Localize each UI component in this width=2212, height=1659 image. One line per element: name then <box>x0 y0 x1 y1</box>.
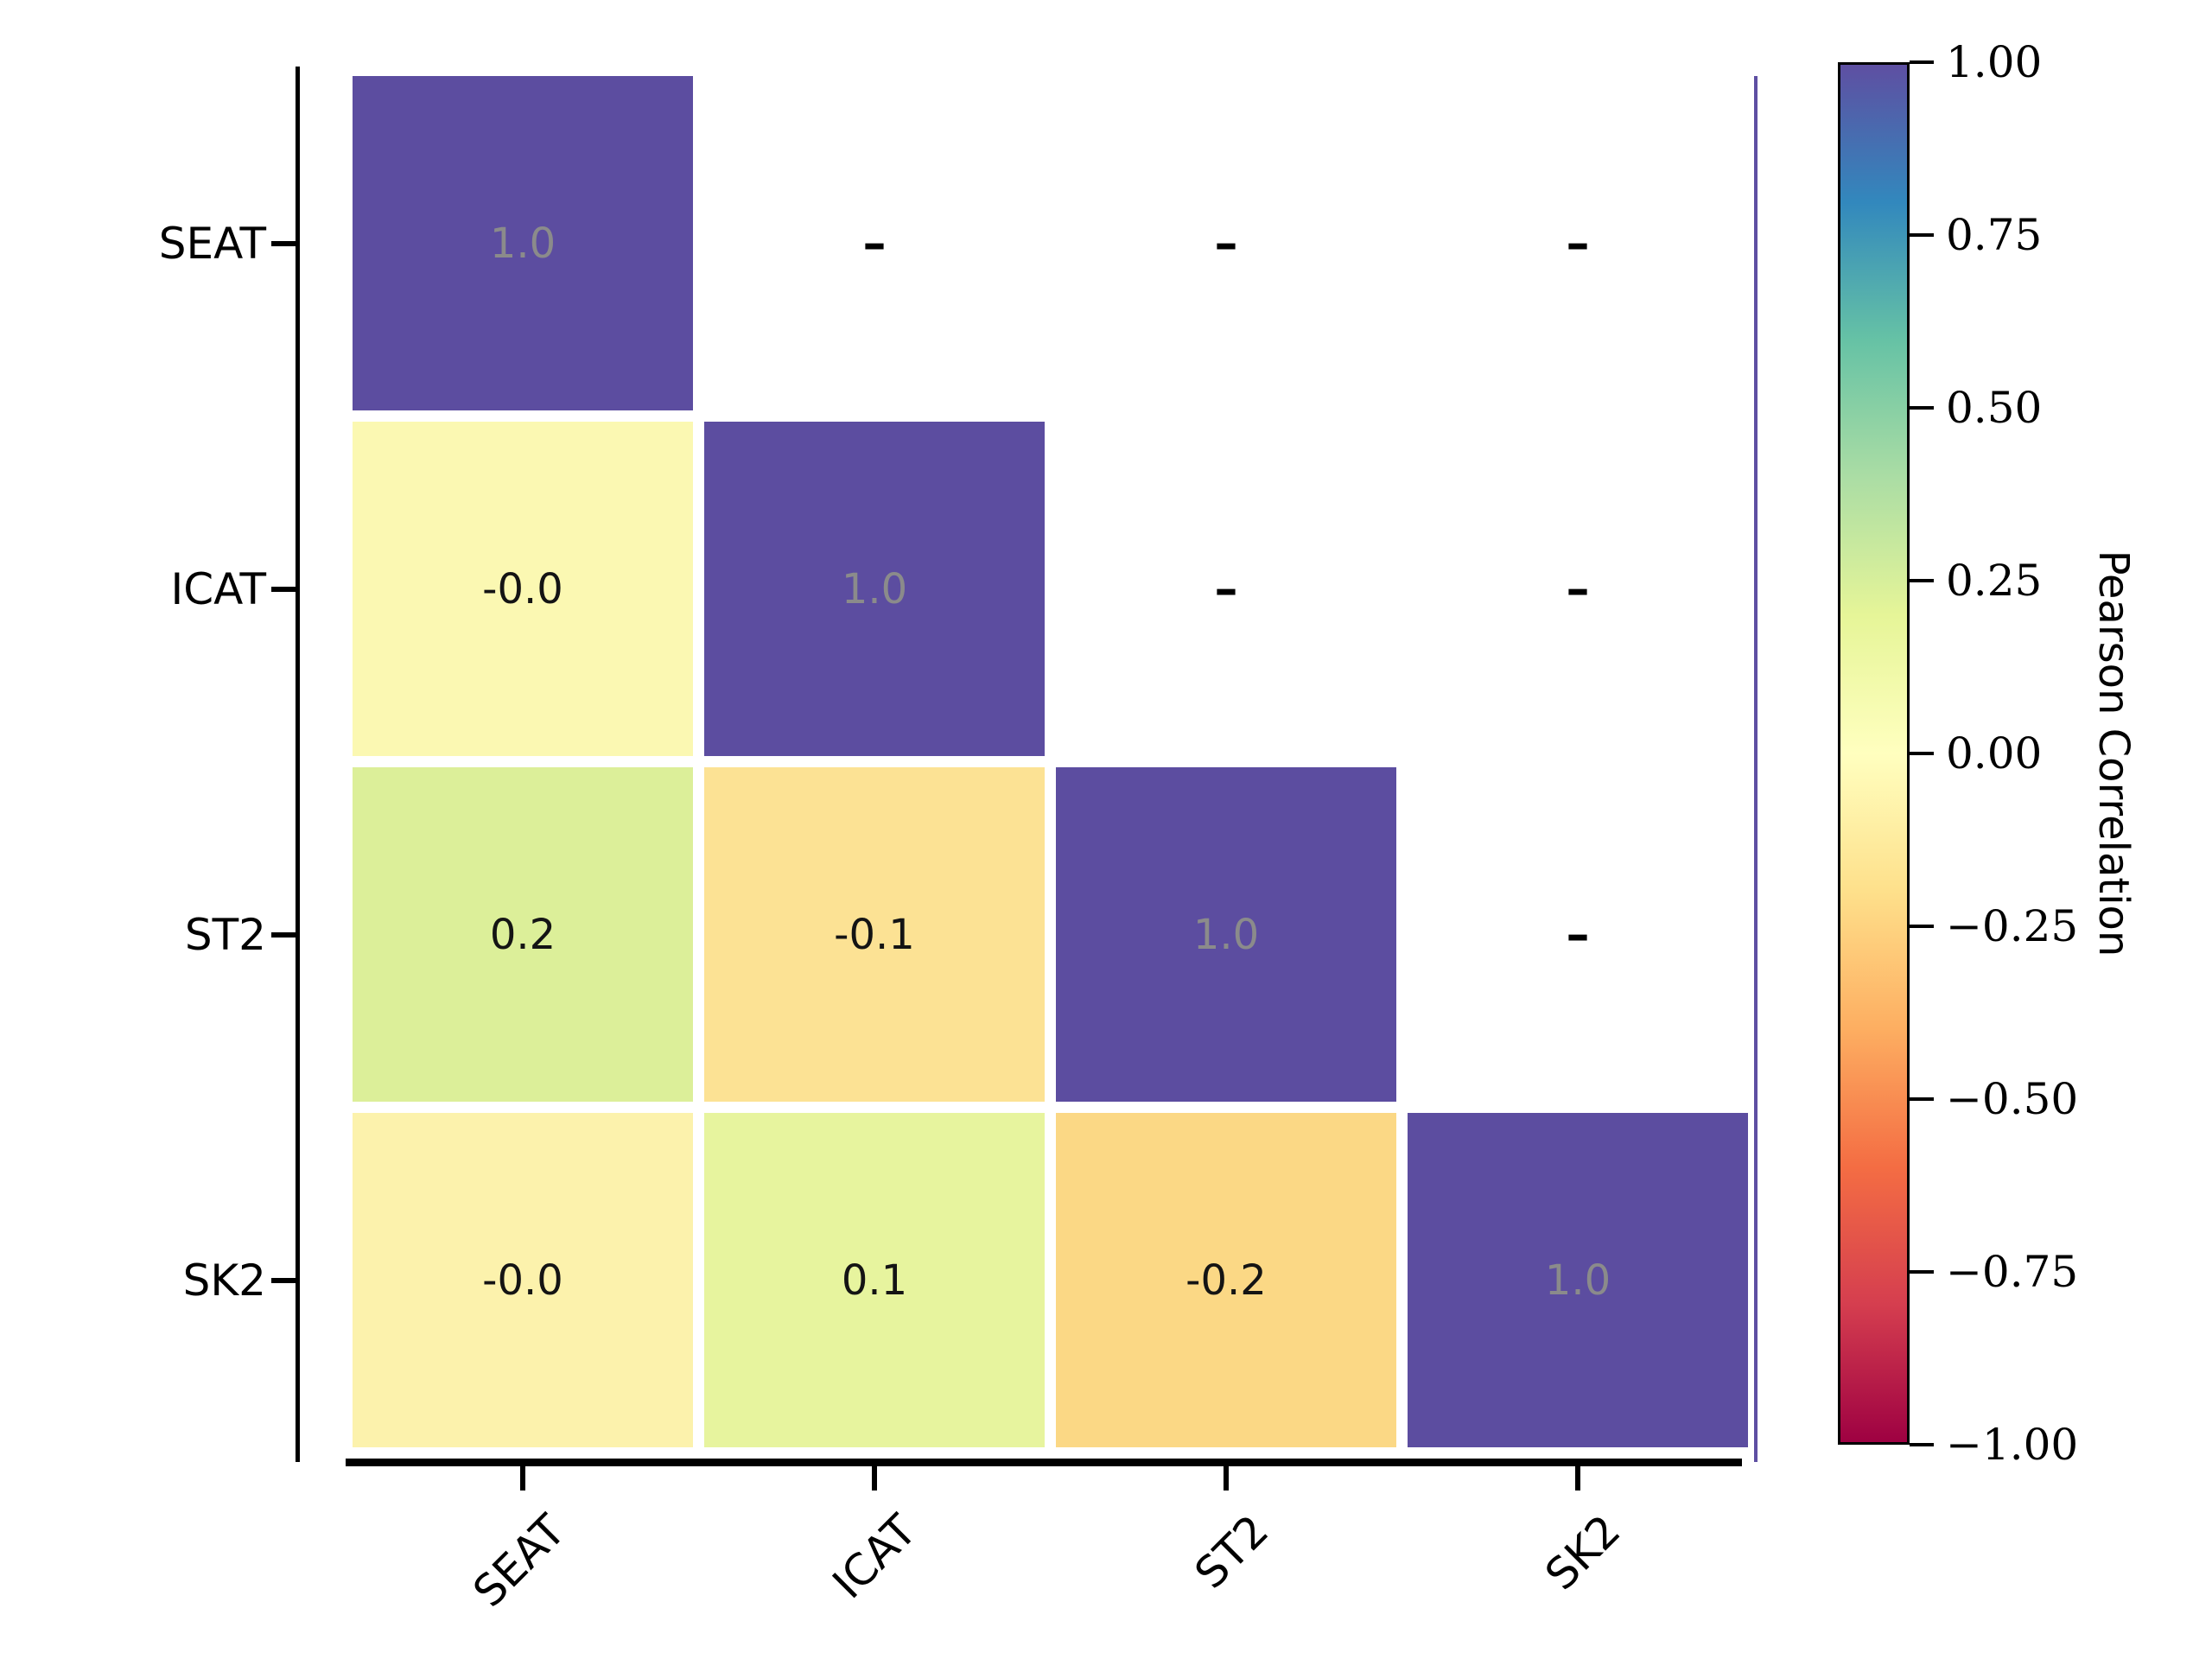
y-tick <box>271 1277 296 1283</box>
heatmap-cell: 0.1 <box>704 1113 1045 1447</box>
colorbar-tick-label: 0.25 <box>1946 556 2043 606</box>
x-axis-label: ST2 <box>1185 1505 1279 1599</box>
colorbar-tick-label: −0.50 <box>1946 1074 2079 1124</box>
colorbar-tick-label: 0.75 <box>1946 210 2043 260</box>
colorbar-tick <box>1910 1443 1934 1446</box>
y-axis-label: ICAT <box>170 563 266 614</box>
cell-value: 1.0 <box>841 564 908 613</box>
x-tick <box>1224 1466 1229 1491</box>
y-axis-spine <box>296 67 300 1462</box>
cell-value: -0.0 <box>482 1255 563 1305</box>
masked-cell-dash: – <box>862 215 887 270</box>
heatmap-cell-diagonal: 1.0 <box>1056 767 1396 1102</box>
heatmap-right-edge-line <box>1754 76 1758 1462</box>
colorbar-tick-label: −0.25 <box>1946 901 2079 951</box>
heatmap-cell: -0.0 <box>353 1113 693 1447</box>
cell-value: -0.2 <box>1185 1255 1267 1305</box>
x-axis-label: ICAT <box>823 1505 927 1609</box>
cell-value: 0.2 <box>489 910 556 959</box>
masked-cell-dash: – <box>1566 561 1590 616</box>
colorbar-tick-label: −0.75 <box>1946 1247 2079 1297</box>
colorbar-tick-label: 0.00 <box>1946 728 2043 779</box>
y-axis-label: SEAT <box>158 218 266 269</box>
y-tick <box>271 240 296 246</box>
x-tick <box>872 1466 877 1491</box>
x-axis-spine <box>346 1459 1742 1466</box>
colorbar-tick <box>1910 1270 1934 1274</box>
cell-value: 1.0 <box>1544 1255 1611 1305</box>
colorbar-tick <box>1910 233 1934 237</box>
y-axis-label: SK2 <box>182 1255 266 1306</box>
colorbar-tick <box>1910 579 1934 582</box>
x-tick <box>520 1466 525 1491</box>
heatmap-cell-diagonal: 1.0 <box>704 422 1045 756</box>
y-tick <box>271 931 296 938</box>
heatmap-cell-diagonal: 1.0 <box>1408 1113 1748 1447</box>
cell-value: -0.1 <box>834 910 915 959</box>
y-tick <box>271 586 296 592</box>
masked-cell-dash: – <box>1214 561 1238 616</box>
heatmap-cell: -0.1 <box>704 767 1045 1102</box>
masked-cell-dash: – <box>1214 215 1238 270</box>
masked-cell-dash: – <box>1566 215 1590 270</box>
heatmap-cell: -0.0 <box>353 422 693 756</box>
cell-value: -0.0 <box>482 564 563 613</box>
cell-value: 0.1 <box>841 1255 908 1305</box>
colorbar-tick-label: −1.00 <box>1946 1420 2079 1470</box>
colorbar-tick-label: 0.50 <box>1946 383 2043 433</box>
colorbar-tick <box>1910 406 1934 410</box>
heatmap-cell: 0.2 <box>353 767 693 1102</box>
colorbar-tick <box>1910 60 1934 64</box>
masked-cell-dash: – <box>1566 906 1590 962</box>
colorbar-title: Pearson Correlation <box>2089 550 2138 957</box>
colorbar-tick <box>1910 1097 1934 1101</box>
x-axis-label: SK2 <box>1535 1505 1630 1600</box>
heatmap-cell: -0.2 <box>1056 1113 1396 1447</box>
x-tick <box>1575 1466 1580 1491</box>
colorbar-tick-label: 1.00 <box>1946 37 2043 87</box>
y-axis-label: ST2 <box>184 909 266 960</box>
colorbar <box>1838 62 1910 1445</box>
x-axis-label: SEAT <box>463 1505 575 1618</box>
colorbar-tick <box>1910 752 1934 755</box>
colorbar-tick <box>1910 925 1934 928</box>
heatmap-cell-diagonal: 1.0 <box>353 76 693 410</box>
cell-value: 1.0 <box>1192 910 1260 959</box>
cell-value: 1.0 <box>489 219 556 268</box>
